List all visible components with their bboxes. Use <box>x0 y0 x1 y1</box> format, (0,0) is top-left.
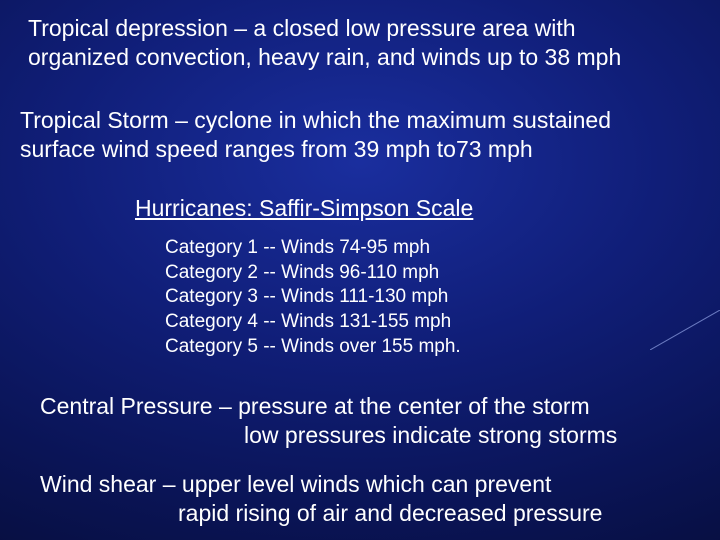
line: organized convection, heavy rain, and wi… <box>28 44 621 70</box>
line: surface wind speed ranges from 39 mph to… <box>20 136 533 162</box>
line: rapid rising of air and decreased pressu… <box>40 499 700 528</box>
line: Tropical Storm – cyclone in which the ma… <box>20 107 611 133</box>
tropical-depression-text: Tropical depression – a closed low press… <box>28 14 668 73</box>
wind-shear-text: Wind shear – upper level winds which can… <box>40 470 700 529</box>
category-item: Category 2 -- Winds 96-110 mph <box>165 261 461 286</box>
decorative-line-icon <box>650 310 720 350</box>
hurricanes-title: Hurricanes: Saffir-Simpson Scale <box>135 194 473 223</box>
category-item: Category 1 -- Winds 74-95 mph <box>165 236 461 261</box>
line: Central Pressure – pressure at the cente… <box>40 393 590 419</box>
tropical-storm-text: Tropical Storm – cyclone in which the ma… <box>20 106 680 165</box>
line: Tropical depression – a closed low press… <box>28 15 576 41</box>
line: Wind shear – upper level winds which can… <box>40 471 551 497</box>
central-pressure-text: Central Pressure – pressure at the cente… <box>40 392 700 451</box>
category-item: Category 4 -- Winds 131-155 mph <box>165 310 461 335</box>
slide: { "colors": { "text": "#ffffff", "bg_cen… <box>0 0 720 540</box>
line: low pressures indicate strong storms <box>40 421 700 450</box>
category-item: Category 3 -- Winds 111-130 mph <box>165 285 461 310</box>
categories-list: Category 1 -- Winds 74-95 mph Category 2… <box>165 236 461 359</box>
category-item: Category 5 -- Winds over 155 mph. <box>165 335 461 360</box>
